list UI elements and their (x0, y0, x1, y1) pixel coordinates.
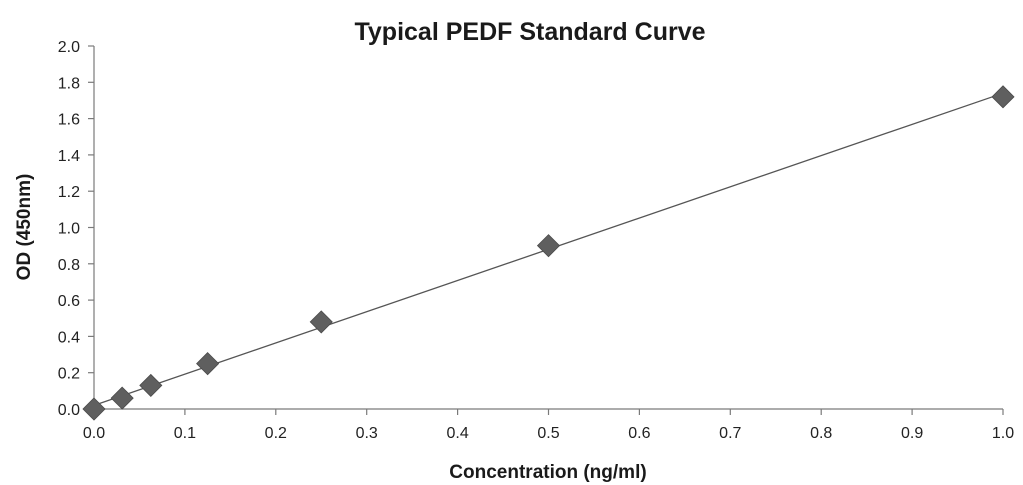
data-point-marker (139, 373, 163, 397)
y-tick-label: 1.4 (58, 148, 80, 165)
x-tick-label: 1.0 (992, 425, 1014, 442)
x-tick-label: 0.8 (810, 425, 832, 442)
x-tick-label: 0.1 (174, 425, 196, 442)
x-tick-label: 0.7 (719, 425, 741, 442)
y-tick-label: 1.0 (58, 221, 80, 238)
y-tick-label: 0.8 (58, 257, 80, 274)
data-points (82, 85, 1015, 421)
x-tick-label: 0.4 (446, 425, 468, 442)
y-tick-label: 1.6 (58, 112, 80, 129)
y-axis-title: OD (450nm) (14, 174, 35, 281)
x-tick-labels: 0.0 0.1 0.2 0.3 0.4 0.5 0.6 0.7 0.8 0.9 1.0 (83, 425, 1014, 442)
x-tick-label: 0.5 (537, 425, 559, 442)
chart-title: Typical PEDF Standard Curve (354, 18, 705, 46)
y-tick-label: 0.6 (58, 293, 80, 310)
y-tick-label: 0.2 (58, 366, 80, 383)
data-point-marker (991, 85, 1015, 109)
axes (88, 45, 1004, 415)
data-point-marker (82, 397, 106, 421)
y-tick-label: 1.8 (58, 75, 80, 92)
y-tick-label: 0.0 (58, 402, 80, 419)
x-axis-title: Concentration (ng/ml) (449, 462, 646, 483)
x-tick-label: 0.9 (901, 425, 923, 442)
x-tick-label: 0.6 (628, 425, 650, 442)
y-tick-label: 1.2 (58, 184, 80, 201)
y-tick-labels: 0.0 0.2 0.4 0.6 0.8 1.0 1.2 1.4 1.6 1.8 2.0 (58, 39, 80, 419)
data-point-marker (536, 234, 561, 258)
y-tick-label: 2.0 (58, 39, 80, 56)
x-tick-label: 0.0 (83, 425, 105, 442)
data-point-marker (196, 352, 220, 376)
x-tick-label: 0.2 (265, 425, 287, 442)
y-tick-label: 0.4 (58, 329, 80, 346)
data-point-marker (110, 386, 134, 410)
x-tick-label: 0.3 (356, 425, 378, 442)
data-point-marker (309, 310, 333, 334)
